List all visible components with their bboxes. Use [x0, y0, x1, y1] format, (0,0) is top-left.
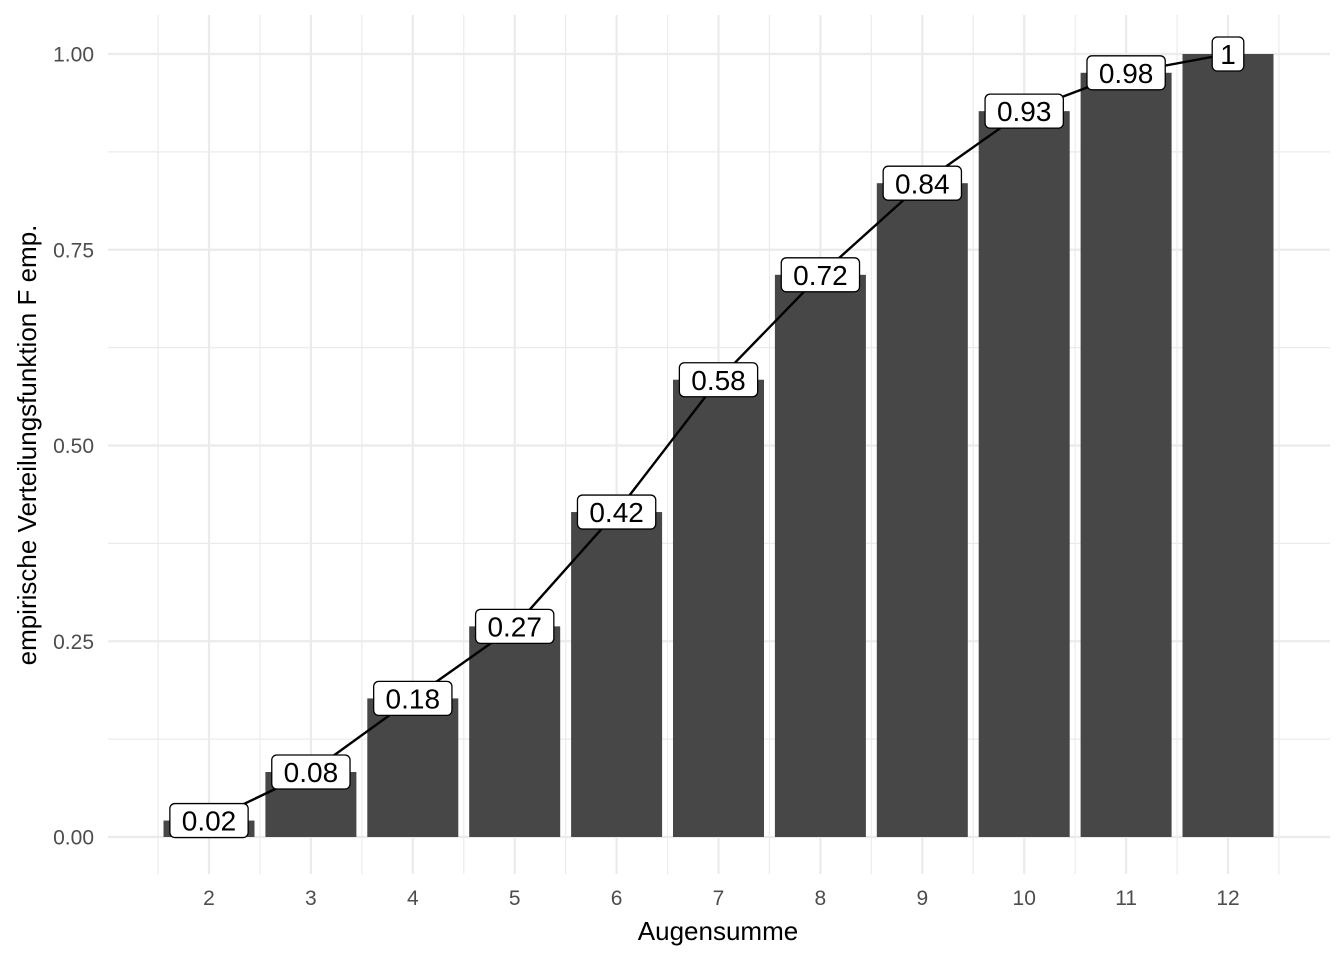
data-label-box — [373, 680, 453, 717]
bar-5 — [469, 626, 561, 837]
data-label-7: 0.58 — [678, 362, 759, 398]
y-tick-label: 0.00 — [53, 827, 94, 850]
data-label-box — [780, 257, 861, 293]
y-tick-label: 0.25 — [53, 631, 94, 654]
data-label-value: 0.08 — [284, 757, 339, 788]
data-label-2: 0.02 — [169, 802, 249, 839]
y-axis-ticks: 0.00 0.25 0.50 0.75 1.00 — [53, 44, 94, 850]
x-tick-label: 5 — [509, 887, 521, 910]
data-label-5: 0.27 — [474, 608, 555, 645]
x-tick-label: 11 — [1115, 887, 1137, 910]
x-tick-label: 10 — [1013, 887, 1036, 910]
data-label-3: 0.08 — [271, 754, 351, 790]
x-axis-ticks: 2 3 4 5 6 7 8 9 10 11 12 — [203, 887, 1240, 910]
data-label-4: 0.18 — [373, 680, 453, 717]
data-label-value: 0.42 — [589, 497, 644, 528]
bar-8 — [774, 274, 866, 837]
x-tick-label: 12 — [1216, 887, 1239, 910]
data-label-box — [1211, 36, 1245, 72]
bar-6 — [571, 512, 663, 837]
data-label-box — [271, 754, 351, 790]
bar-9 — [876, 183, 968, 837]
x-axis-title: Augensumme — [638, 916, 798, 946]
data-label-value: 0.27 — [487, 611, 542, 642]
x-tick-label: 3 — [305, 887, 317, 910]
data-label-10: 0.93 — [984, 93, 1064, 129]
bar-11 — [1080, 72, 1172, 838]
data-label-value: 0.58 — [691, 365, 746, 396]
x-tick-label: 9 — [916, 887, 928, 910]
bar-7 — [673, 379, 764, 837]
x-tick-label: 4 — [407, 887, 419, 910]
data-label-value: 0.72 — [793, 260, 848, 291]
bar-12 — [1182, 54, 1274, 837]
x-tick-label: 6 — [611, 887, 623, 910]
data-label-value: 0.84 — [895, 168, 950, 199]
data-label-box — [474, 608, 555, 645]
data-label-value: 0.93 — [997, 96, 1052, 127]
data-label-value: 1 — [1220, 39, 1236, 70]
data-label-8: 0.72 — [780, 257, 861, 293]
y-tick-label: 0.75 — [53, 239, 94, 262]
data-label-box — [882, 165, 963, 201]
data-labels: 0.02 0.08 0.18 0.27 0.42 0.58 0.72 0.84 0.93 0.98… — [169, 36, 1245, 839]
x-tick-label: 7 — [713, 887, 725, 910]
data-label-box — [576, 494, 657, 530]
bar-10 — [978, 111, 1070, 837]
bars — [163, 54, 1274, 838]
data-label-box — [169, 802, 249, 839]
y-tick-label: 1.00 — [53, 44, 94, 67]
data-label-value: 0.18 — [386, 683, 441, 714]
data-label-11: 0.98 — [1086, 55, 1166, 91]
x-tick-label: 2 — [203, 887, 215, 910]
y-tick-label: 0.50 — [53, 435, 94, 458]
data-label-12: 1 — [1211, 36, 1245, 72]
y-axis-title: empirische Verteilungsfunktion F emp. — [12, 225, 42, 666]
data-label-box — [678, 362, 759, 398]
bar-4 — [367, 698, 459, 837]
data-label-value: 0.02 — [182, 806, 237, 837]
data-label-value: 0.98 — [1099, 58, 1154, 89]
x-tick-label: 8 — [815, 887, 827, 910]
data-label-6: 0.42 — [576, 494, 657, 530]
data-label-box — [1086, 55, 1166, 91]
data-label-9: 0.84 — [882, 165, 963, 201]
data-label-box — [984, 93, 1064, 129]
